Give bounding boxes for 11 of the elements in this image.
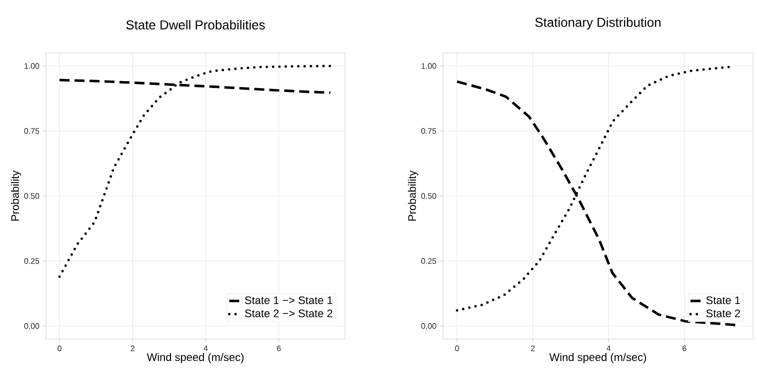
x-axis-title: Wind speed (m/sec) — [146, 353, 244, 364]
chart-title: Stationary Distribution — [535, 17, 660, 30]
chart-title: State Dwell Probabilities — [126, 20, 265, 30]
legend-label: State 2 −> State 2 — [244, 310, 332, 318]
x-axis-title: Wind speed (m/sec) — [549, 353, 646, 364]
y-axis-title: Probability — [408, 170, 418, 221]
legend-label: State 1 −> State 1 — [244, 296, 332, 304]
legend-label: State 1 — [706, 296, 740, 304]
legend-label: State 2 — [706, 310, 740, 318]
line-series — [58, 64, 332, 278]
y-axis-title: Probability — [10, 170, 22, 221]
